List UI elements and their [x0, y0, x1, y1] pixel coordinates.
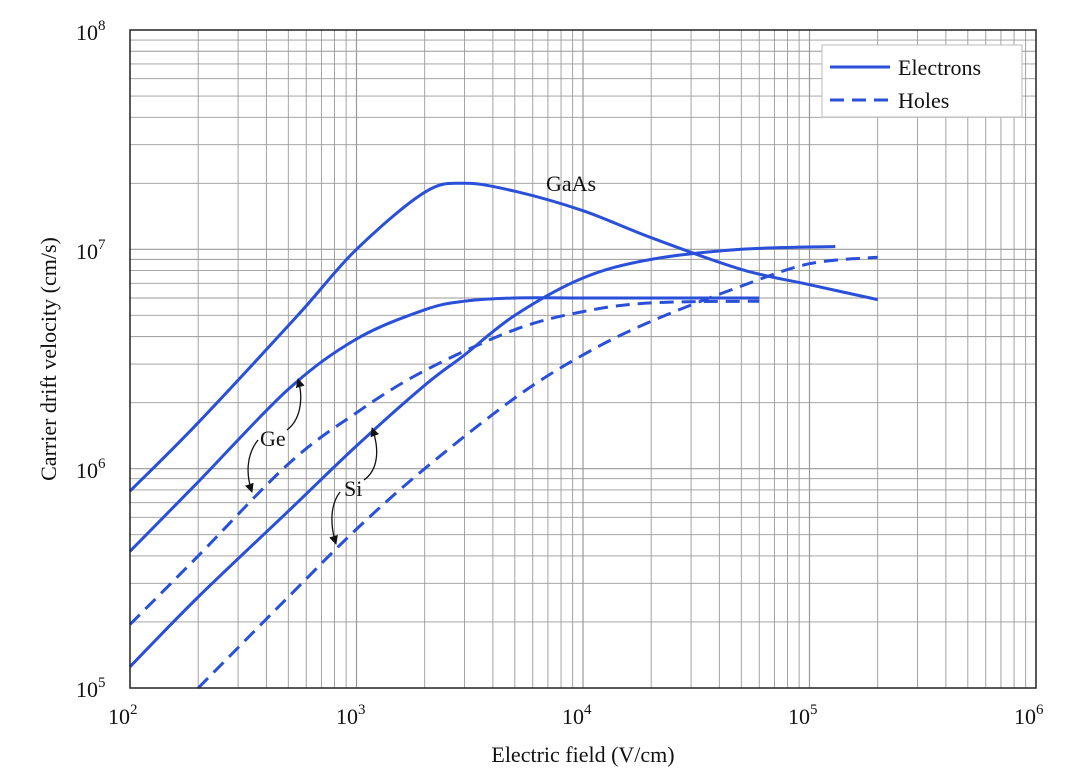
annotation-si: Si — [344, 476, 362, 501]
plot-frame — [129, 29, 1037, 689]
x-tick-label-1e4: 104 — [562, 702, 592, 729]
legend-label-electrons: Electrons — [898, 55, 981, 80]
annotation-ge: Ge — [260, 426, 286, 451]
series-ge-holes — [128, 299, 760, 626]
series-ge-electrons — [128, 296, 760, 553]
x-tick-label-1e3: 103 — [336, 702, 366, 729]
grid-lines — [130, 30, 1036, 688]
series-si-electrons — [128, 245, 836, 668]
curves — [128, 181, 879, 690]
x-tick-label-1e5: 105 — [788, 702, 818, 729]
annotation-gaas: GaAs — [546, 171, 596, 196]
y-tick-label-1e6: 106 — [76, 456, 106, 483]
legend-box — [821, 44, 1023, 118]
legend-label-holes: Holes — [898, 88, 949, 113]
si-hole-pointer — [329, 491, 341, 545]
ge-electron-pointer — [286, 378, 305, 431]
y-tick-label-1e8: 108 — [76, 18, 106, 45]
x-tick-label-1e6: 106 — [1014, 702, 1044, 729]
series-si-holes — [197, 255, 878, 690]
ge-hole-pointer — [244, 439, 259, 493]
x-axis-label: Electric field (V/cm) — [491, 742, 674, 767]
y-tick-label-1e5: 105 — [76, 675, 106, 702]
y-axis-label: Carrier drift velocity (cm/s) — [36, 237, 61, 481]
legend: Electrons Holes — [821, 44, 1023, 118]
x-tick-label-1e2: 102 — [108, 702, 138, 729]
si-electron-pointer — [363, 427, 380, 481]
y-tick-label-1e7: 107 — [76, 237, 106, 264]
annotation-arrows — [244, 378, 380, 545]
series-gaas-electrons — [128, 181, 879, 493]
